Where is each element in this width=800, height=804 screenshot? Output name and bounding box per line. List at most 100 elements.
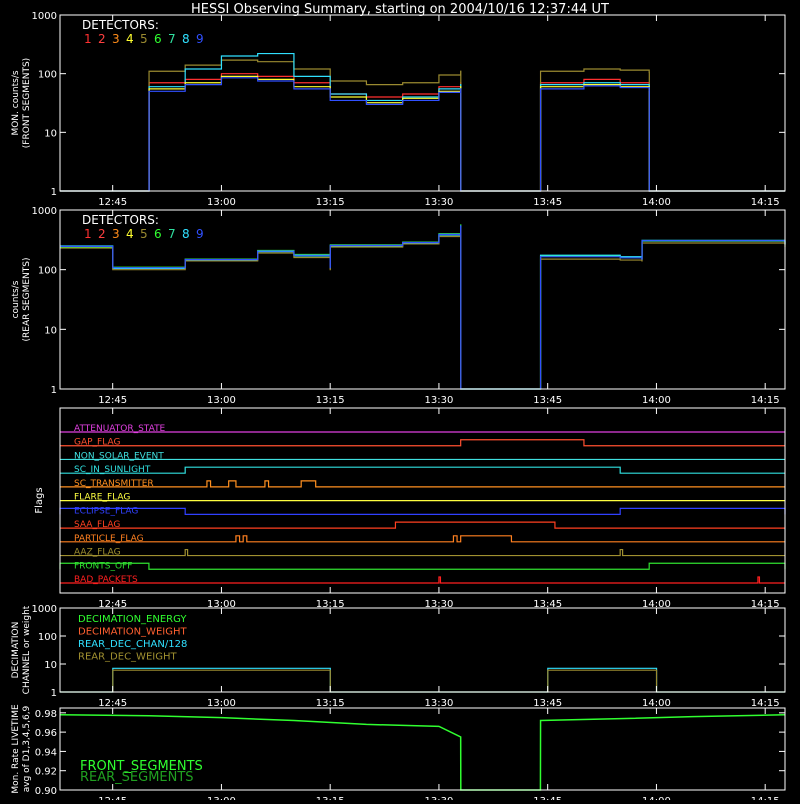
front-frame: [59, 14, 786, 192]
front-xtick-label: 13:30: [425, 197, 454, 208]
flags-label: NON_SOLAR_EVENT: [74, 451, 164, 461]
flags-label: BAD_PACKETS: [74, 575, 138, 585]
decimation-xtick-label: 13:15: [316, 698, 345, 709]
front-ytick-label: 1: [51, 187, 57, 198]
flags-trace: [60, 576, 785, 584]
rear-legend-item: 5: [140, 227, 148, 241]
decimation-legend-item: REAR_DEC_CHAN/128: [78, 639, 187, 650]
decimation-legend-item: DECIMATION_WEIGHT: [78, 627, 187, 638]
livetime-xtick-label: 13:15: [316, 796, 345, 800]
front-legend-item: 6: [154, 32, 162, 46]
panels: 12:45 13:00 13:15 13:30 13:45 14:00 14:1511010…: [11, 11, 786, 804]
front-legend-item: 2: [98, 32, 106, 46]
front-ylabel: (FRONT SEGMENTS): [22, 58, 32, 148]
front-xtick-label: 13:15: [316, 197, 345, 208]
flags-label: SC_TRANSMITTER: [74, 479, 154, 489]
flags-xtick-label: 13:15: [316, 599, 345, 610]
rear-xtick-label: 13:45: [533, 395, 562, 406]
flags-trace: [59, 562, 786, 570]
flags-trace: [60, 548, 785, 557]
decimation-ytick-label: 10: [44, 660, 57, 671]
flags-label: FLARE_FLAG: [74, 493, 130, 503]
flags-xtick-label: 12:45: [98, 599, 127, 610]
rear-xtick-label: 14:00: [642, 395, 671, 406]
flags-ylabel: Flags: [34, 487, 45, 513]
flags-xtick-label: 14:00: [642, 599, 671, 610]
decimation-frame: [59, 607, 786, 693]
rear-legend-item: 6: [154, 227, 162, 241]
flags-label: SC_IN_SUNLIGHT: [74, 465, 151, 475]
rear-legend-item: 2: [98, 227, 106, 241]
flags-xtick-label: 14:15: [751, 599, 780, 610]
rear-xtick-label: 13:15: [316, 395, 345, 406]
flags-xtick-label: 13:45: [533, 599, 562, 610]
livetime-ytick-label: 0.94: [35, 747, 57, 758]
front-xtick-label: 14:00: [642, 197, 671, 208]
decimation-xtick-label: 14:15: [751, 698, 780, 709]
figure-title: HESSI Observing Summary, starting on 200…: [191, 2, 609, 17]
front-ytick-label: 1000: [32, 11, 57, 22]
livetime-xtick-label: 13:45: [533, 796, 562, 800]
decimation-ytick-label: 100: [38, 632, 57, 643]
decimation-xtick-label: 13:00: [207, 698, 236, 709]
decimation-xtick-label: 12:45: [98, 698, 127, 709]
front-legend-item: 1: [84, 32, 92, 46]
livetime-xtick-label: 14:15: [751, 796, 780, 800]
decimation-xtick-label: 13:30: [425, 698, 454, 709]
rear-ylabel: counts/s: [11, 280, 21, 318]
front-legend-item: 5: [140, 32, 148, 46]
flags-trace: [59, 507, 786, 515]
decimation-ytick-label: 1000: [32, 604, 57, 615]
livetime-ytick-label: 0.90: [35, 786, 57, 797]
livetime-xtick-label: 13:00: [207, 796, 236, 800]
front-legend-item: 4: [126, 32, 134, 46]
rear-xtick-label: 13:30: [425, 395, 454, 406]
rear-ylabel: (REAR SEGMENTS): [22, 257, 32, 341]
front-ytick-label: 100: [38, 70, 57, 81]
front-xtick-label: 14:15: [751, 197, 780, 208]
front-series-4: [60, 75, 785, 192]
flags-xtick-label: 13:00: [207, 599, 236, 610]
livetime-ylabel: avg of D1,3,4,5,6,9: [22, 705, 32, 792]
flags-label: SAA_FLAG: [74, 520, 120, 530]
front-series-1: [60, 73, 785, 192]
rear-ytick-label: 1: [51, 385, 57, 396]
front-xtick-label: 13:00: [207, 197, 236, 208]
front-xtick-label: 12:45: [98, 197, 127, 208]
livetime-ylabel: Mon. Rate LIVETIME: [11, 704, 21, 794]
rear-ytick-label: 1000: [32, 206, 57, 217]
livetime-legend-item: FRONT_SEGMENTS: [80, 759, 203, 774]
rear-ytick-label: 100: [38, 266, 57, 277]
decimation-xtick-label: 13:45: [533, 698, 562, 709]
livetime-xtick-label: 13:30: [425, 796, 454, 800]
front-legend-title: DETECTORS:: [82, 18, 159, 32]
flags-trace: [60, 480, 785, 488]
decimation-xtick-label: 14:00: [642, 698, 671, 709]
rear-legend-item: 3: [112, 227, 120, 241]
flags-label: PARTICLE_FLAG: [74, 534, 144, 544]
flags-label: ATTENUATOR_STATE: [74, 424, 166, 434]
front-legend-item: 8: [182, 32, 190, 46]
rear-legend-item: 1: [84, 227, 92, 241]
front-series-5: [60, 77, 785, 192]
decimation-legend-item: DECIMATION_ENERGY: [78, 614, 187, 625]
rear-legend-item: 4: [126, 227, 134, 241]
flags-trace: [60, 439, 785, 447]
flags-trace: [60, 521, 785, 529]
front-legend-item: 7: [168, 32, 176, 46]
rear-xtick-label: 13:00: [207, 395, 236, 406]
rear-legend-item: 8: [182, 227, 190, 241]
rear-frame: [59, 209, 786, 390]
decimation-legend-item: REAR_DEC_WEIGHT: [78, 652, 177, 663]
front-ylabel: MON. counts/s: [11, 70, 21, 135]
livetime-ytick-label: 0.98: [35, 709, 57, 720]
flags-label: ECLIPSE_FLAG: [74, 506, 138, 516]
flags-label: AAZ_FLAG: [74, 548, 121, 558]
rear-legend-item: 7: [168, 227, 176, 241]
decimation-ytick-label: 1: [51, 688, 57, 699]
decimation-ylabel: DECIMATION: [11, 622, 21, 679]
front-series-3: [60, 52, 785, 192]
